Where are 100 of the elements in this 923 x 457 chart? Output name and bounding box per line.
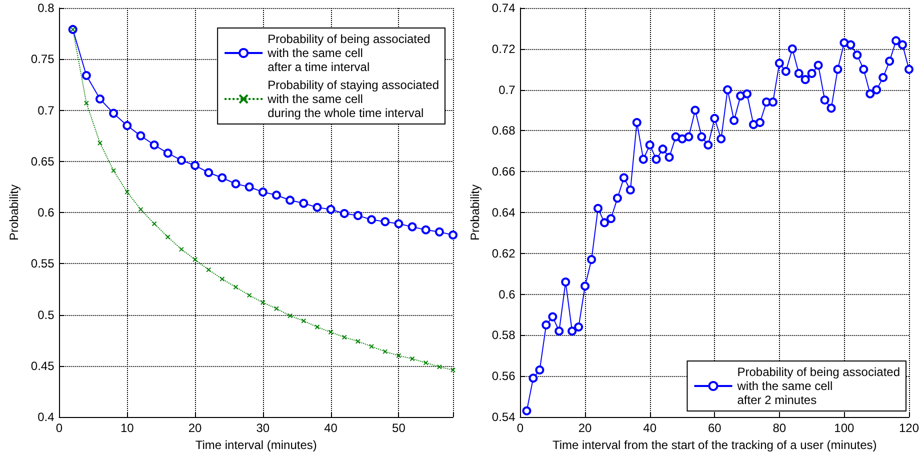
y-tick-label: 0.72 [492,42,516,56]
point [233,284,238,290]
point [800,75,810,84]
y-axis-title: Probability [7,184,21,241]
point [814,60,823,70]
point [192,257,198,262]
point [542,320,551,330]
point [258,188,268,197]
y-tick-label: 0.5 [38,308,55,322]
y-tick-label: 0.6 [498,287,516,302]
point [554,326,564,336]
point [218,173,227,182]
point [898,40,908,50]
point [97,140,102,146]
point [423,360,428,366]
point [833,64,842,74]
point [111,168,116,174]
y-tick-label: 0.75 [30,52,55,66]
point [522,406,532,416]
point [606,214,616,224]
point [846,40,856,50]
y-tick-label: 0.58 [492,328,516,342]
point [176,156,186,165]
y-tick-label: 0.45 [30,358,55,373]
point [587,255,596,264]
point [535,365,544,374]
point [136,131,146,140]
point [314,324,320,330]
point [645,140,654,150]
point [755,118,764,128]
point [312,202,322,212]
point [450,367,456,372]
y-tick-label: 0.55 [30,256,55,271]
point [710,114,720,123]
point [788,44,797,54]
point [690,106,700,115]
point [369,344,374,349]
y-tick-label: 0.56 [492,369,516,384]
point [163,148,172,158]
point [434,227,444,236]
point [736,91,746,100]
point [326,204,336,214]
point [568,326,577,336]
x-tick-label: 50 [392,421,406,435]
point [885,56,894,66]
point [394,219,404,228]
point [95,94,104,104]
point [286,196,295,205]
point [299,198,308,208]
point [594,204,602,213]
point [152,221,157,226]
legend-label: Probability of staying associated with the same cell during the whole time interval [266,78,440,120]
point [652,154,661,164]
point [328,330,334,335]
point [638,154,648,164]
y-tick-label: 0.64 [492,206,516,220]
x-tick-label: 30 [256,421,270,435]
x-tick-label: 80 [772,421,786,435]
point [697,132,706,142]
point [632,118,642,128]
x-tick-label: 0 [56,421,63,435]
point [807,68,816,78]
point [548,312,558,322]
point [382,349,388,354]
point [749,120,758,130]
point [781,66,790,76]
point [580,282,590,291]
point [396,353,402,358]
x-tick-label: 100 [834,421,855,435]
point [260,300,266,305]
point [178,246,184,252]
point [742,89,752,98]
point [342,334,347,340]
point [206,267,212,272]
x-tick-label: 60 [708,421,722,435]
point [664,152,674,162]
point [678,134,687,144]
point [150,140,159,150]
point [408,222,417,232]
x-axis-title: Time interval (minutes) [195,438,317,452]
point [794,68,804,78]
y-tick-label: 0.74 [492,1,516,15]
point [684,132,694,142]
point [122,121,132,130]
y-tick-label: 0.7 [498,82,516,97]
y-tick-label: 0.7 [38,103,55,118]
legend-label: Probability of being associated with the same cell after 2 minutes [736,365,900,407]
point [600,218,609,228]
point [730,116,739,125]
point [574,322,584,332]
point [448,230,458,240]
y-tick-label: 0.4 [38,410,55,424]
point [768,98,778,107]
x-tick-label: 0 [516,421,524,435]
point [859,64,868,74]
point [109,108,118,118]
point [612,194,622,203]
point [716,134,726,144]
point [340,209,349,218]
point [301,318,306,324]
